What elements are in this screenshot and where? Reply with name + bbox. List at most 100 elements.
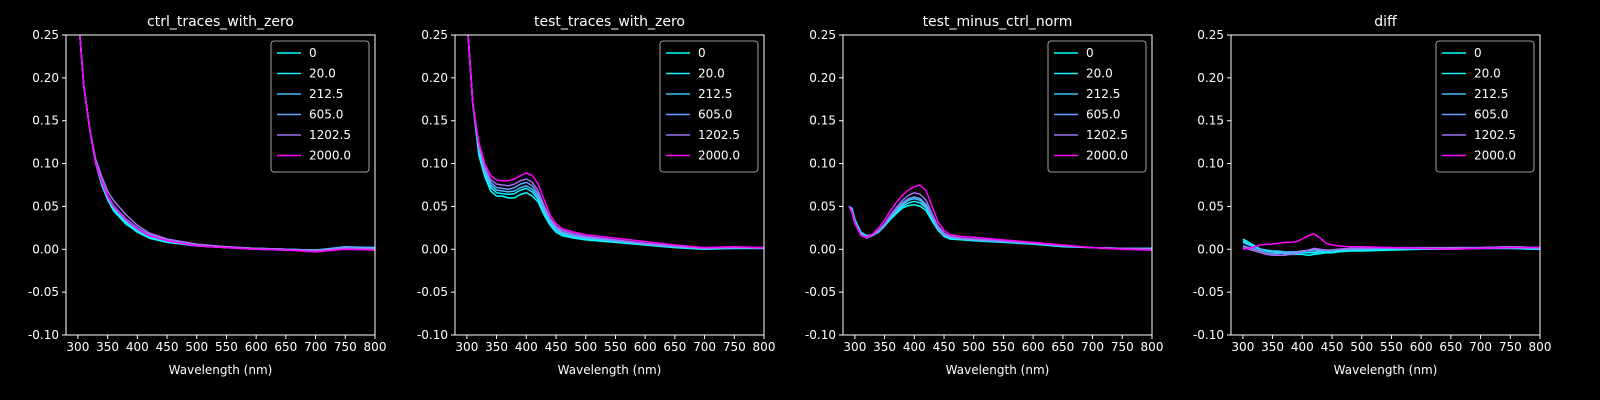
chart-title: diff	[1374, 14, 1397, 30]
x-tick-label: 650	[663, 340, 686, 354]
y-tick-label: -0.05	[1193, 285, 1224, 299]
legend-label: 605.0	[1086, 108, 1120, 122]
x-tick-label: 450	[933, 340, 956, 354]
x-tick-label: 450	[1321, 340, 1344, 354]
legend-label: 1202.5	[698, 128, 740, 142]
legend-label: 212.5	[1474, 87, 1508, 101]
x-tick-label: 600	[1022, 340, 1045, 354]
x-tick-label: 800	[1529, 340, 1552, 354]
x-tick-label: 550	[215, 340, 238, 354]
x-tick-label: 450	[156, 340, 179, 354]
x-tick-label: 550	[992, 340, 1015, 354]
x-tick-label: 600	[1410, 340, 1433, 354]
y-tick-label: 0.15	[809, 114, 836, 128]
y-tick-label: 0.15	[1197, 114, 1224, 128]
x-tick-label: 600	[245, 340, 268, 354]
y-tick-label: 0.25	[809, 28, 836, 42]
x-tick-label: 750	[723, 340, 746, 354]
x-tick-label: 700	[1469, 340, 1492, 354]
x-tick-label: 500	[574, 340, 597, 354]
legend: 0 20.0 212.5 605.0 1202.5 2000.0	[1047, 40, 1147, 173]
chart-panel-0: ctrl_traces_with_zero 300 350 400 450 500 550 6…	[28, 14, 387, 377]
series-line	[467, 35, 764, 250]
series-line	[467, 35, 764, 250]
chart-panel-2: test_minus_ctrl_norm 300 350 400 450 500 550 60…	[805, 14, 1164, 377]
x-tick-label: 300	[843, 340, 866, 354]
legend-label: 1202.5	[1474, 128, 1516, 142]
x-tick-label: 650	[274, 340, 297, 354]
axes-frame	[65, 34, 376, 336]
series-line	[1242, 233, 1540, 251]
chart-title: ctrl_traces_with_zero	[147, 14, 294, 30]
y-tick-label: -0.05	[28, 285, 59, 299]
legend-label: 2000.0	[1086, 149, 1128, 163]
axes-frame	[454, 34, 765, 336]
x-tick-label: 400	[126, 340, 149, 354]
legend: 0 20.0 212.5 605.0 1202.5 2000.0	[1435, 40, 1535, 173]
x-tick-label: 350	[873, 340, 896, 354]
legend-label: 1202.5	[309, 128, 351, 142]
legend-label: 1202.5	[1086, 128, 1128, 142]
legend-label: 0	[698, 46, 706, 60]
y-tick-label: 0.00	[1197, 242, 1224, 256]
x-tick-label: 700	[304, 340, 327, 354]
series-lines	[79, 35, 375, 253]
legend-label: 20.0	[309, 67, 336, 81]
x-axis-label: Wavelength (nm)	[558, 363, 662, 377]
x-tick-label: 300	[66, 340, 89, 354]
legend-label: 605.0	[309, 108, 343, 122]
x-tick-label: 700	[693, 340, 716, 354]
x-tick-label: 750	[334, 340, 357, 354]
y-tick-label: 0.00	[809, 242, 836, 256]
x-tick-label: 750	[1111, 340, 1134, 354]
axes-frame	[842, 34, 1153, 336]
y-tick-label: 0.25	[421, 28, 448, 42]
x-tick-label: 500	[962, 340, 985, 354]
legend: 0 20.0 212.5 605.0 1202.5 2000.0	[270, 40, 370, 173]
y-tick-label: 0.20	[809, 71, 836, 85]
legend-label: 212.5	[309, 87, 343, 101]
series-lines	[1242, 233, 1540, 257]
x-tick-label: 400	[515, 340, 538, 354]
legend-label: 0	[1474, 46, 1482, 60]
legend-label: 0	[1086, 46, 1094, 60]
legend-label: 20.0	[1086, 67, 1113, 81]
legend-label: 212.5	[698, 87, 732, 101]
x-tick-label: 450	[545, 340, 568, 354]
series-line	[848, 184, 1152, 251]
x-axis-label: Wavelength (nm)	[946, 363, 1050, 377]
series-lines	[467, 35, 764, 251]
y-tick-label: 0.20	[32, 71, 59, 85]
legend-label: 605.0	[1474, 108, 1508, 122]
series-line	[467, 35, 764, 251]
y-tick-label: 0.10	[1197, 157, 1224, 171]
y-tick-label: -0.10	[417, 328, 448, 342]
series-line	[79, 35, 375, 253]
y-tick-label: 0.20	[1197, 71, 1224, 85]
chart-title: test_minus_ctrl_norm	[923, 14, 1073, 30]
y-tick-label: 0.05	[421, 199, 448, 213]
y-tick-label: 0.10	[421, 157, 448, 171]
series-line	[1242, 245, 1540, 257]
x-tick-label: 550	[1380, 340, 1403, 354]
legend-label: 0	[309, 46, 317, 60]
y-tick-label: 0.10	[809, 157, 836, 171]
legend-label: 20.0	[1474, 67, 1501, 81]
legend-label: 605.0	[698, 108, 732, 122]
series-line	[467, 35, 764, 249]
y-tick-label: -0.10	[805, 328, 836, 342]
y-tick-label: 0.05	[1197, 199, 1224, 213]
x-tick-label: 750	[1499, 340, 1522, 354]
y-tick-label: -0.05	[417, 285, 448, 299]
y-tick-label: 0.05	[809, 199, 836, 213]
chart-panel-1: test_traces_with_zero 300 350 400 450 500 550 6…	[417, 14, 776, 377]
y-tick-label: -0.10	[1193, 328, 1224, 342]
y-tick-label: 0.15	[32, 114, 59, 128]
x-tick-label: 500	[185, 340, 208, 354]
y-tick-label: 0.10	[32, 157, 59, 171]
chart-panel-3: diff 300 350 400 450 500 550 600 650 700 750 800 -0.…	[1193, 14, 1552, 377]
x-tick-label: 700	[1081, 340, 1104, 354]
x-tick-label: 350	[485, 340, 508, 354]
x-tick-label: 400	[903, 340, 926, 354]
